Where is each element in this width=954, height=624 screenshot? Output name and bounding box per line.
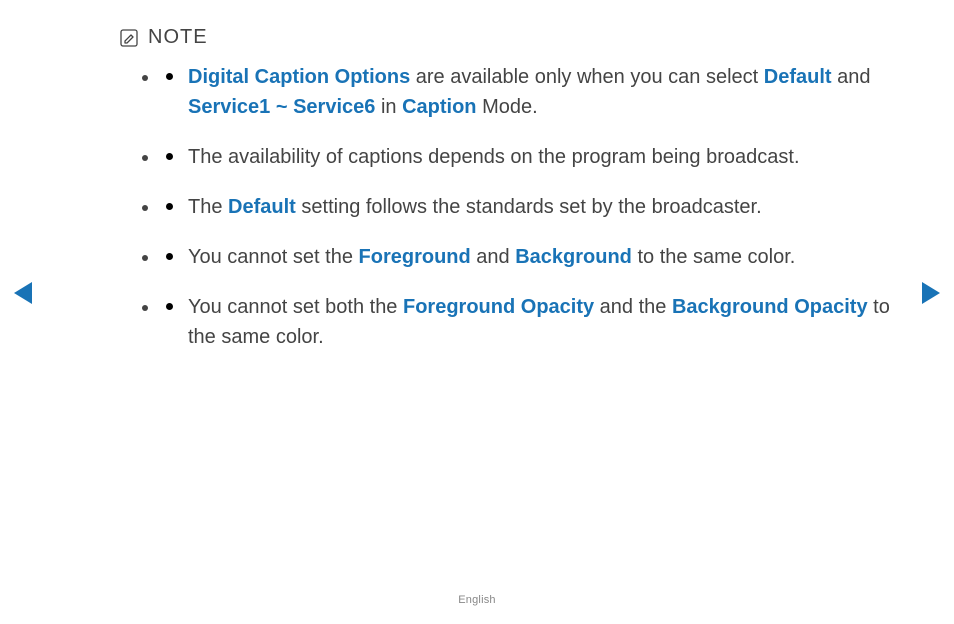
note-header: NOTE bbox=[120, 26, 208, 49]
highlight-text: Foreground bbox=[359, 246, 471, 268]
body-text: The availability of captions depends on … bbox=[188, 146, 800, 168]
body-text: Mode. bbox=[477, 96, 538, 118]
note-title: NOTE bbox=[148, 26, 208, 49]
manual-page: NOTE Digital Caption Options are availab… bbox=[0, 0, 954, 624]
body-text: are available only when you can select bbox=[410, 66, 764, 88]
list-item: Digital Caption Options are available on… bbox=[160, 62, 890, 122]
highlight-text: Foreground Opacity bbox=[403, 296, 594, 318]
body-text: setting follows the standards set by the… bbox=[296, 196, 762, 218]
highlight-text: Default bbox=[228, 196, 296, 218]
body-text: The bbox=[188, 196, 228, 218]
body-text: and bbox=[471, 246, 515, 268]
list-item: The Default setting follows the standard… bbox=[160, 192, 890, 222]
note-pencil-icon bbox=[120, 29, 138, 47]
triangle-right-icon bbox=[922, 282, 940, 304]
body-text: and the bbox=[594, 296, 672, 318]
triangle-left-icon bbox=[14, 282, 32, 304]
body-text: in bbox=[375, 96, 402, 118]
body-text: You cannot set the bbox=[188, 246, 359, 268]
list-item: You cannot set the Foreground and Backgr… bbox=[160, 242, 890, 272]
highlight-text: Default bbox=[764, 66, 832, 88]
highlight-text: Service1 ~ Service6 bbox=[188, 96, 375, 118]
next-page-button[interactable] bbox=[922, 282, 940, 304]
bullet-list: Digital Caption Options are available on… bbox=[160, 62, 890, 372]
highlight-text: Caption bbox=[402, 96, 476, 118]
body-text: and bbox=[832, 66, 871, 88]
list-item: You cannot set both the Foreground Opaci… bbox=[160, 292, 890, 352]
highlight-text: Digital Caption Options bbox=[188, 66, 410, 88]
highlight-text: Background Opacity bbox=[672, 296, 868, 318]
list-item: The availability of captions depends on … bbox=[160, 142, 890, 172]
body-text: You cannot set both the bbox=[188, 296, 403, 318]
prev-page-button[interactable] bbox=[14, 282, 32, 304]
body-text: to the same color. bbox=[632, 246, 795, 268]
footer-language: English bbox=[0, 594, 954, 606]
highlight-text: Background bbox=[515, 246, 632, 268]
